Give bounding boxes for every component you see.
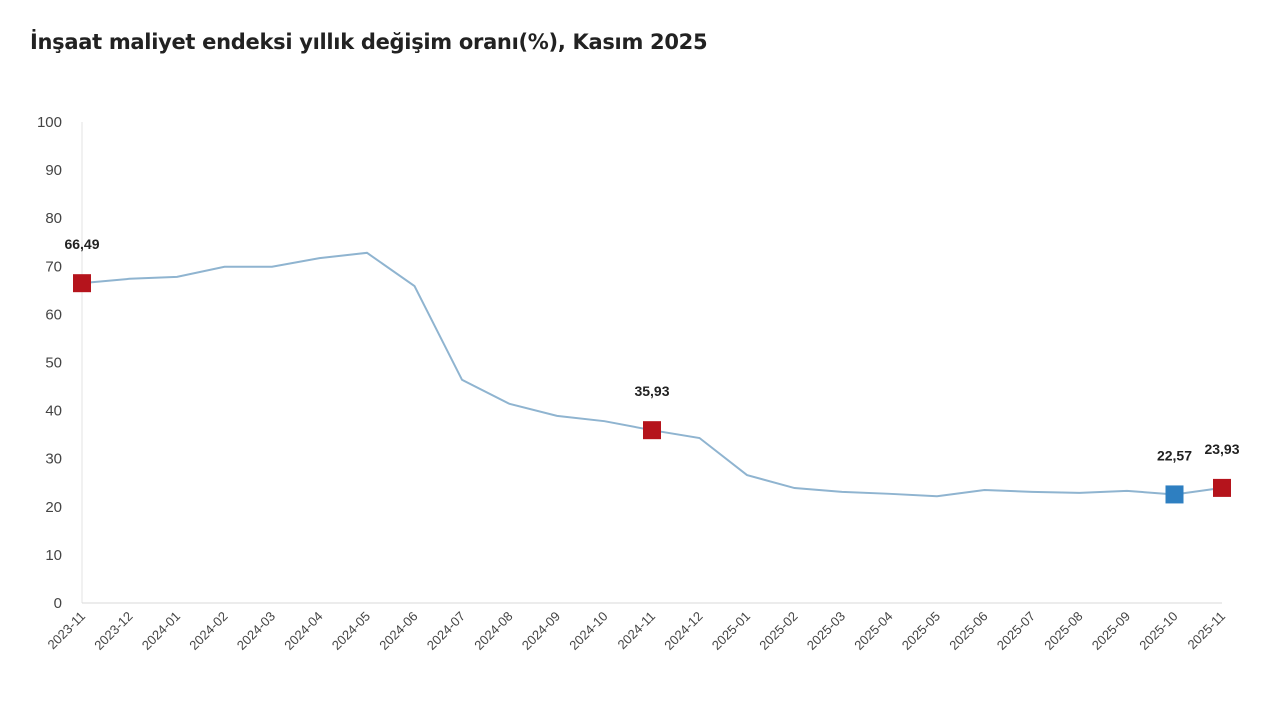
x-tick-label: 2024-01	[139, 609, 183, 653]
series-line	[81, 251, 1223, 498]
y-tick-label: 30	[45, 451, 62, 468]
x-tick-label: 2025-06	[946, 609, 990, 653]
y-tick-label: 10	[45, 547, 62, 564]
x-tick-label: 2025-09	[1089, 609, 1133, 653]
y-tick-label: 100	[37, 114, 62, 131]
x-tick-label: 2024-09	[519, 609, 563, 653]
data-label: 22,57	[1157, 447, 1192, 463]
x-tick-label: 2024-11	[614, 609, 658, 653]
x-tick-label: 2024-08	[471, 609, 515, 653]
data-label: 23,93	[1204, 441, 1239, 457]
x-tick-label: 2025-03	[804, 609, 848, 653]
data-point-marker	[73, 274, 91, 293]
x-tick-label: 2025-10	[1136, 609, 1180, 653]
x-tick-label: 2024-03	[234, 609, 278, 653]
x-tick-label: 2025-02	[756, 609, 800, 653]
y-tick-label: 0	[54, 595, 62, 612]
x-tick-label: 2025-05	[899, 609, 943, 653]
x-tick-label: 2024-06	[376, 609, 420, 653]
y-tick-label: 50	[45, 355, 62, 372]
x-tick-label: 2024-02	[186, 609, 230, 653]
x-tick-label: 2025-07	[994, 609, 1038, 653]
chart-title: İnşaat maliyet endeksi yıllık değişim or…	[30, 30, 708, 54]
x-tick-label: 2025-11	[1184, 609, 1228, 653]
x-tick-label: 2024-12	[661, 609, 705, 653]
y-tick-label: 20	[45, 499, 62, 516]
y-tick-label: 70	[45, 258, 62, 275]
data-point-marker	[1213, 478, 1231, 497]
x-tick-label: 2023-12	[91, 609, 135, 653]
y-tick-label: 60	[45, 306, 62, 323]
x-tick-label: 2024-05	[329, 609, 373, 653]
data-point-marker	[1165, 485, 1184, 504]
x-tick-label: 2023-11	[44, 609, 88, 653]
x-tick-label: 2025-08	[1041, 609, 1085, 653]
x-tick-label: 2024-04	[281, 609, 325, 653]
data-label: 35,93	[634, 383, 669, 399]
data-point-marker	[643, 421, 661, 440]
x-tick-label: 2024-07	[424, 609, 468, 653]
y-tick-label: 40	[45, 403, 62, 420]
y-tick-label: 80	[45, 210, 62, 227]
y-tick-label: 90	[45, 162, 62, 179]
data-label: 66,49	[64, 236, 99, 252]
x-tick-label: 2025-04	[851, 609, 895, 653]
x-tick-label: 2025-01	[709, 609, 753, 653]
x-tick-label: 2024-10	[566, 609, 610, 653]
